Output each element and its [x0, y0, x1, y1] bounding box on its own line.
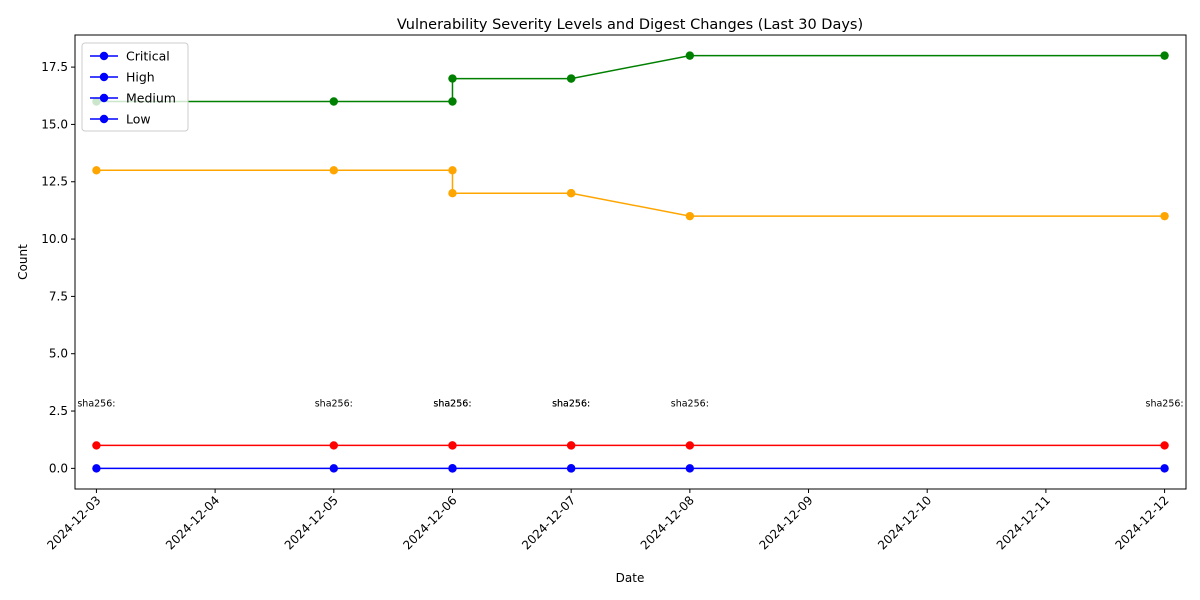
- data-point-0-0: [92, 464, 101, 473]
- x-axis-label: Date: [616, 571, 645, 585]
- data-point-2-5: [566, 189, 576, 198]
- data-point-2-7: [1160, 211, 1169, 221]
- data-point-2-2: [448, 166, 457, 175]
- series-layer: [92, 51, 1169, 473]
- data-point-0-6: [685, 464, 695, 473]
- digest-annotation-1: sha256:: [315, 398, 353, 409]
- data-point-1-7: [1160, 441, 1169, 450]
- data-point-1-5: [566, 441, 576, 450]
- digest-annotation-0: sha256:: [77, 398, 115, 409]
- data-point-1-0: [92, 441, 101, 450]
- data-point-1-3: [448, 441, 457, 450]
- data-point-0-7: [1160, 464, 1169, 473]
- digest-annotation-3: sha256:: [433, 398, 471, 409]
- legend-marker: [99, 93, 109, 103]
- legend-marker: [99, 114, 109, 124]
- legend-label: Low: [126, 112, 151, 127]
- data-point-3-7: [1160, 51, 1169, 60]
- y-tick-label: 17.5: [41, 60, 68, 74]
- legend: Critical High Medium Low: [81, 42, 189, 132]
- y-axis-label: Count: [16, 244, 30, 280]
- legend-label: Medium: [126, 91, 176, 106]
- y-tick-label: 15.0: [41, 117, 68, 131]
- data-point-3-3: [448, 74, 457, 83]
- legend-label: High: [126, 70, 155, 85]
- data-point-3-2: [448, 97, 457, 106]
- y-tick-label: 10.0: [41, 232, 68, 246]
- digest-annotation-5: sha256:: [552, 398, 590, 409]
- data-point-2-3: [448, 189, 457, 198]
- annotation-layer: sha256: sha256: sha256: sha256: sha256: sha25…: [77, 398, 1183, 409]
- data-point-0-5: [566, 464, 576, 473]
- data-point-3-5: [566, 74, 576, 83]
- y-tick-label: 12.5: [41, 175, 68, 189]
- plot-frame: [74, 34, 1187, 490]
- legend-marker: [99, 72, 109, 82]
- data-point-2-0: [92, 166, 101, 175]
- legend-marker: [99, 51, 109, 61]
- data-point-2-1: [329, 166, 338, 175]
- digest-annotation-2: sha256:: [433, 398, 471, 409]
- y-axis: 0.0 2.5 5.0 7.5 10.0 12.5 15.0 17.5: [41, 60, 75, 475]
- digest-annotation-6: sha256:: [671, 398, 709, 409]
- legend-box: [81, 42, 189, 132]
- data-point-3-6: [685, 51, 695, 60]
- data-point-1-6: [685, 441, 695, 450]
- y-tick-label: 7.5: [49, 289, 68, 303]
- data-point-0-1: [329, 464, 338, 473]
- y-tick-label: 2.5: [49, 404, 68, 418]
- y-tick-label: 0.0: [49, 461, 68, 475]
- legend-label: Critical: [126, 49, 170, 64]
- digest-annotation-7: sha256:: [1146, 398, 1184, 409]
- digest-annotation-4: sha256:: [552, 398, 590, 409]
- y-tick-label: 5.0: [49, 347, 68, 361]
- data-point-2-6: [685, 211, 695, 221]
- data-point-1-1: [329, 441, 338, 450]
- chart-title: Vulnerability Severity Levels and Digest…: [397, 17, 863, 33]
- data-point-0-3: [448, 464, 457, 473]
- data-point-3-1: [329, 97, 338, 106]
